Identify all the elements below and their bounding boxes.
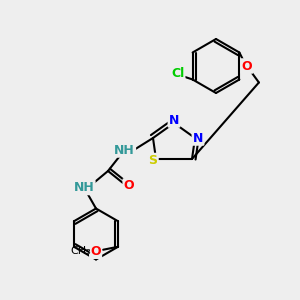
Text: NH: NH [74,181,94,194]
Text: NH: NH [114,143,135,157]
Text: O: O [242,59,252,73]
Text: CH₃: CH₃ [70,246,91,256]
Text: N: N [193,131,203,145]
Text: O: O [124,179,134,193]
Text: O: O [90,245,101,258]
Text: S: S [148,154,158,167]
Text: N: N [169,113,179,127]
Text: Cl: Cl [171,67,184,80]
